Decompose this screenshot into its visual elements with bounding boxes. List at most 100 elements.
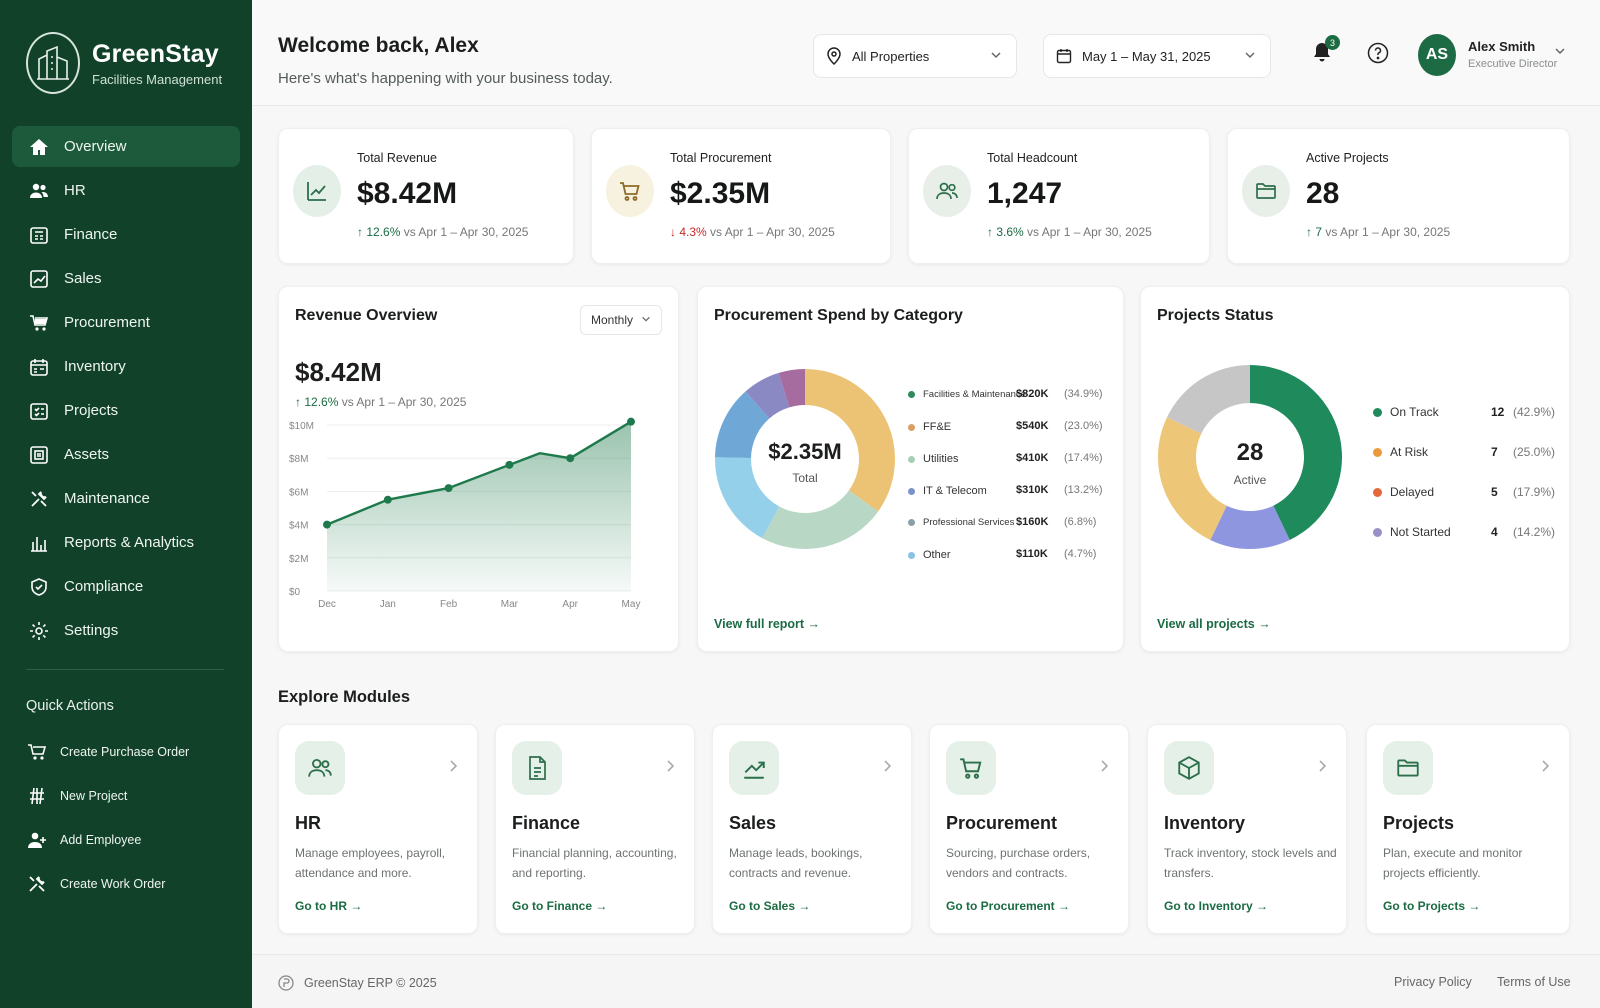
users-icon [923, 165, 971, 217]
sidebar-item-sales[interactable]: Sales [12, 258, 240, 299]
donut-slice[interactable] [1167, 365, 1250, 434]
sidebar-item-maintenance[interactable]: Maintenance [12, 478, 240, 519]
revenue-point[interactable] [566, 454, 575, 463]
module-description: Plan, execute and monitor projects effic… [1383, 846, 1523, 880]
sidebar-item-inventory[interactable]: Inventory [12, 346, 240, 387]
trend-up-icon [729, 741, 779, 795]
module-card-projects[interactable]: Projects Plan, execute and monitor proje… [1366, 724, 1570, 934]
procurement-donut-chart [715, 369, 895, 549]
module-link[interactable]: Go to Finance → [512, 899, 608, 913]
help-icon [1367, 42, 1389, 69]
legend-value: $160K [1016, 516, 1049, 528]
help-button[interactable] [1365, 42, 1391, 68]
revenue-point[interactable] [627, 417, 635, 426]
module-link[interactable]: Go to Sales → [729, 899, 811, 913]
donut-slice[interactable] [805, 369, 895, 512]
legend-label: Professional Services [923, 517, 1015, 528]
quick-action-label: Create Purchase Order [60, 745, 190, 759]
legend-item: Other [908, 549, 951, 561]
kpi-delta: ↓ 4.3% vs Apr 1 – Apr 30, 2025 [670, 225, 835, 239]
sidebar-item-hr[interactable]: HR [12, 170, 240, 211]
sidebar-item-assets[interactable]: Assets [12, 434, 240, 475]
date-range-dropdown[interactable]: May 1 – May 31, 2025 [1043, 34, 1271, 78]
quick-action-new-project[interactable]: New Project [26, 774, 189, 818]
legend-dot [1373, 407, 1382, 417]
folder-icon [1242, 165, 1290, 217]
welcome-title: Welcome back, Alex [278, 34, 479, 57]
revenue-point[interactable] [444, 484, 453, 493]
kpi-label: Total Revenue [357, 151, 437, 165]
brand[interactable]: GreenStay Facilities Management [26, 32, 222, 94]
module-link[interactable]: Go to Inventory → [1164, 899, 1269, 913]
y-tick-label: $8M [289, 454, 308, 465]
kpi-label: Total Headcount [987, 151, 1078, 165]
sidebar-nav: Overview HR Finance Sales Procurement In… [12, 126, 240, 654]
quick-action-create-purchase-order[interactable]: Create Purchase Order [26, 730, 189, 774]
projects-icon [28, 400, 50, 422]
x-tick-label: Dec [318, 599, 336, 610]
y-tick-label: $6M [289, 487, 308, 498]
notifications-button[interactable]: 3 [1309, 35, 1340, 68]
quick-action-add-employee[interactable]: Add Employee [26, 818, 189, 862]
sidebar-item-reports[interactable]: Reports & Analytics [12, 522, 240, 563]
donut-slice[interactable] [1158, 417, 1227, 540]
avatar[interactable]: AS [1418, 34, 1456, 76]
legend-percent: (34.9%) [1064, 388, 1103, 400]
sidebar-item-label: Reports & Analytics [64, 534, 195, 551]
revenue-point[interactable] [383, 495, 392, 504]
kpi-card-active-projects[interactable]: Active Projects 28 ↑ 7 vs Apr 1 – Apr 30… [1227, 128, 1570, 264]
module-link[interactable]: Go to Procurement → [946, 899, 1071, 913]
chevron-down-icon [1244, 49, 1256, 64]
privacy-policy-link[interactable]: Privacy Policy [1394, 975, 1472, 989]
user-plus-icon [26, 829, 48, 851]
x-tick-label: May [622, 599, 641, 610]
donut-slice[interactable] [745, 372, 790, 419]
module-card-sales[interactable]: Sales Manage leads, bookings, contracts … [712, 724, 912, 934]
sidebar-item-procurement[interactable]: Procurement [12, 302, 240, 343]
module-link[interactable]: Go to Projects → [1383, 899, 1481, 913]
x-tick-label: Apr [562, 599, 578, 610]
donut-slice[interactable] [762, 490, 879, 549]
kpi-card-total-revenue[interactable]: Total Revenue $8.42M ↑ 12.6% vs Apr 1 – … [278, 128, 574, 264]
sidebar-item-overview[interactable]: Overview [12, 126, 240, 167]
view-full-report-link[interactable]: View full report → [714, 617, 821, 631]
donut-slice[interactable] [1210, 505, 1290, 549]
module-card-inventory[interactable]: Inventory Track inventory, stock levels … [1147, 724, 1347, 934]
donut-slice[interactable] [778, 369, 805, 408]
quick-action-label: Add Employee [60, 833, 142, 847]
user-menu-chevron-icon[interactable] [1554, 44, 1566, 62]
sidebar-item-finance[interactable]: Finance [12, 214, 240, 255]
revenue-point[interactable] [505, 460, 514, 469]
kpi-card-total-headcount[interactable]: Total Headcount 1,247 ↑ 3.6% vs Apr 1 – … [908, 128, 1210, 264]
kpi-delta-value: 12.6% [366, 225, 401, 239]
legend-value: $540K [1016, 420, 1049, 432]
view-all-projects-link[interactable]: View all projects → [1157, 617, 1271, 631]
quick-action-create-work-order[interactable]: Create Work Order [26, 862, 189, 906]
kpi-compare: vs Apr 1 – Apr 30, 2025 [1027, 225, 1152, 239]
terms-of-use-link[interactable]: Terms of Use [1497, 975, 1571, 989]
procurement-spend-card: Procurement Spend by Category $2.35M Tot… [697, 286, 1124, 652]
donut-slice[interactable] [715, 457, 780, 539]
legend-label: FF&E [923, 421, 952, 433]
legend-value: $820K [1016, 388, 1049, 400]
kpi-value: 28 [1306, 177, 1340, 210]
chevron-down-icon [641, 313, 651, 327]
period-select[interactable]: Monthly [579, 305, 662, 335]
module-card-finance[interactable]: Finance Financial planning, accounting, … [495, 724, 695, 934]
module-card-hr[interactable]: HR Manage employees, payroll, attendance… [278, 724, 478, 934]
property-filter-dropdown[interactable]: All Properties [813, 34, 1017, 78]
kpi-label: Active Projects [1306, 151, 1389, 165]
kpi-delta: ↑ 12.6% vs Apr 1 – Apr 30, 2025 [357, 225, 528, 239]
donut-slice[interactable] [1250, 365, 1342, 540]
sidebar-item-settings[interactable]: Settings [12, 610, 240, 651]
sidebar-item-projects[interactable]: Projects [12, 390, 240, 431]
revenue-point[interactable] [323, 520, 331, 529]
legend-item: Delayed [1373, 485, 1434, 499]
module-link[interactable]: Go to HR → [295, 899, 363, 913]
module-card-procurement[interactable]: Procurement Sourcing, purchase orders, v… [929, 724, 1129, 934]
kpi-compare: vs Apr 1 – Apr 30, 2025 [403, 225, 529, 239]
sidebar-item-compliance[interactable]: Compliance [12, 566, 240, 607]
kpi-card-total-procurement[interactable]: Total Procurement $2.35M ↓ 4.3% vs Apr 1… [591, 128, 891, 264]
donut-slice[interactable] [715, 391, 770, 458]
legend-label: Not Started [1390, 525, 1451, 539]
